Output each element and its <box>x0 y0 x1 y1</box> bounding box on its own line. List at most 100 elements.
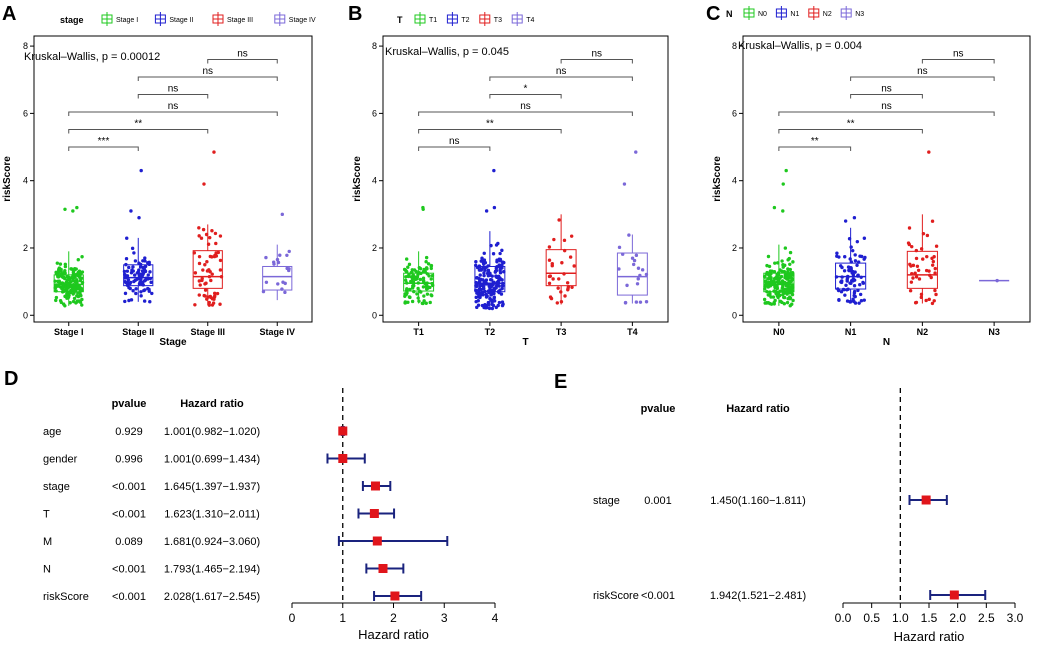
x-tick-label: 3 <box>441 611 448 625</box>
data-point <box>763 301 767 305</box>
data-point <box>207 303 212 307</box>
data-point <box>79 272 83 276</box>
legend-item: Stage I <box>101 12 138 26</box>
data-point <box>925 254 929 259</box>
data-point <box>555 301 559 305</box>
significance-bracket <box>137 94 209 99</box>
data-point <box>502 270 506 274</box>
significance-bracket <box>489 76 633 82</box>
y-axis-label: riskScore <box>2 156 13 202</box>
legend-label: N2 <box>823 11 832 18</box>
data-point <box>791 298 795 303</box>
data-point <box>491 252 496 256</box>
data-point <box>281 280 285 284</box>
significance-bracket <box>207 59 278 64</box>
data-point <box>287 249 291 254</box>
data-point <box>627 233 631 237</box>
data-point <box>930 301 935 306</box>
data-point <box>405 281 409 285</box>
data-point <box>842 269 847 273</box>
y-tick-label: 6 <box>732 108 737 118</box>
data-point <box>141 283 145 287</box>
data-point <box>488 297 492 301</box>
data-point <box>130 268 134 272</box>
data-point <box>406 274 411 279</box>
data-point <box>491 303 496 308</box>
data-point <box>134 287 138 291</box>
data-point <box>559 290 563 294</box>
significance-bracket <box>68 146 139 152</box>
row-pvalue: <0.001 <box>112 481 146 493</box>
data-point <box>778 268 782 272</box>
data-point <box>836 287 840 291</box>
data-point <box>927 297 931 302</box>
data-point <box>218 258 223 263</box>
data-point <box>408 287 412 292</box>
data-point <box>206 242 211 246</box>
x-tick-label: Stage III <box>190 327 225 337</box>
legend-label: Stage I <box>116 17 138 24</box>
data-point <box>780 279 785 283</box>
data-point <box>481 265 486 269</box>
row-pvalue: <0.001 <box>112 509 146 521</box>
data-point <box>404 275 408 279</box>
data-point <box>480 256 484 260</box>
plot-frame <box>33 35 313 323</box>
data-point <box>59 273 63 277</box>
legend-item: N2 <box>808 6 832 20</box>
row-hazard-ratio: 1.793(1.465−2.194) <box>164 564 260 576</box>
data-point <box>852 215 857 220</box>
data-point <box>422 299 426 303</box>
data-point <box>858 292 863 297</box>
data-point <box>201 268 205 272</box>
data-point <box>271 260 276 264</box>
data-point <box>148 276 153 281</box>
x-axis-label: Hazard ratio <box>894 629 965 644</box>
data-point <box>475 265 480 270</box>
data-point <box>492 280 496 285</box>
data-point <box>483 261 488 265</box>
data-point <box>913 271 917 275</box>
data-point <box>842 287 846 292</box>
x-tick-label: 2 <box>390 611 397 625</box>
data-point <box>843 255 847 259</box>
data-point <box>404 257 409 261</box>
data-point <box>68 301 72 305</box>
data-point <box>482 305 486 310</box>
data-point <box>769 295 773 299</box>
data-point <box>787 273 791 278</box>
data-point <box>139 294 143 298</box>
data-point <box>933 288 937 293</box>
box-stage-iv <box>262 265 293 291</box>
y-tick-label: 6 <box>23 108 28 118</box>
data-point <box>932 299 936 303</box>
data-point <box>218 268 223 272</box>
data-point <box>856 274 860 278</box>
data-point <box>130 246 135 251</box>
legend-label: Stage II <box>169 17 193 24</box>
data-point <box>766 277 770 281</box>
significance-bracket <box>850 76 995 82</box>
data-point <box>907 226 912 230</box>
data-point <box>134 291 138 296</box>
data-point <box>930 256 934 261</box>
significance-bracket <box>778 129 923 134</box>
row-pvalue: 0.929 <box>115 426 143 438</box>
significance-bracket <box>68 111 278 117</box>
data-point <box>790 292 795 297</box>
legend-item: T2 <box>446 12 470 26</box>
data-point <box>851 277 856 281</box>
data-point <box>768 273 772 277</box>
data-point <box>843 293 847 297</box>
y-tick-label: 2 <box>23 243 28 253</box>
significance-bracket <box>778 111 995 117</box>
data-point <box>559 300 564 304</box>
data-point <box>418 277 423 282</box>
data-point <box>410 299 415 304</box>
data-point <box>75 294 79 298</box>
data-point <box>552 237 556 242</box>
kruskal-wallis-annotation: Kruskal–Wallis, p = 0.045 <box>385 46 509 58</box>
data-point <box>788 286 792 290</box>
data-point <box>78 291 82 296</box>
